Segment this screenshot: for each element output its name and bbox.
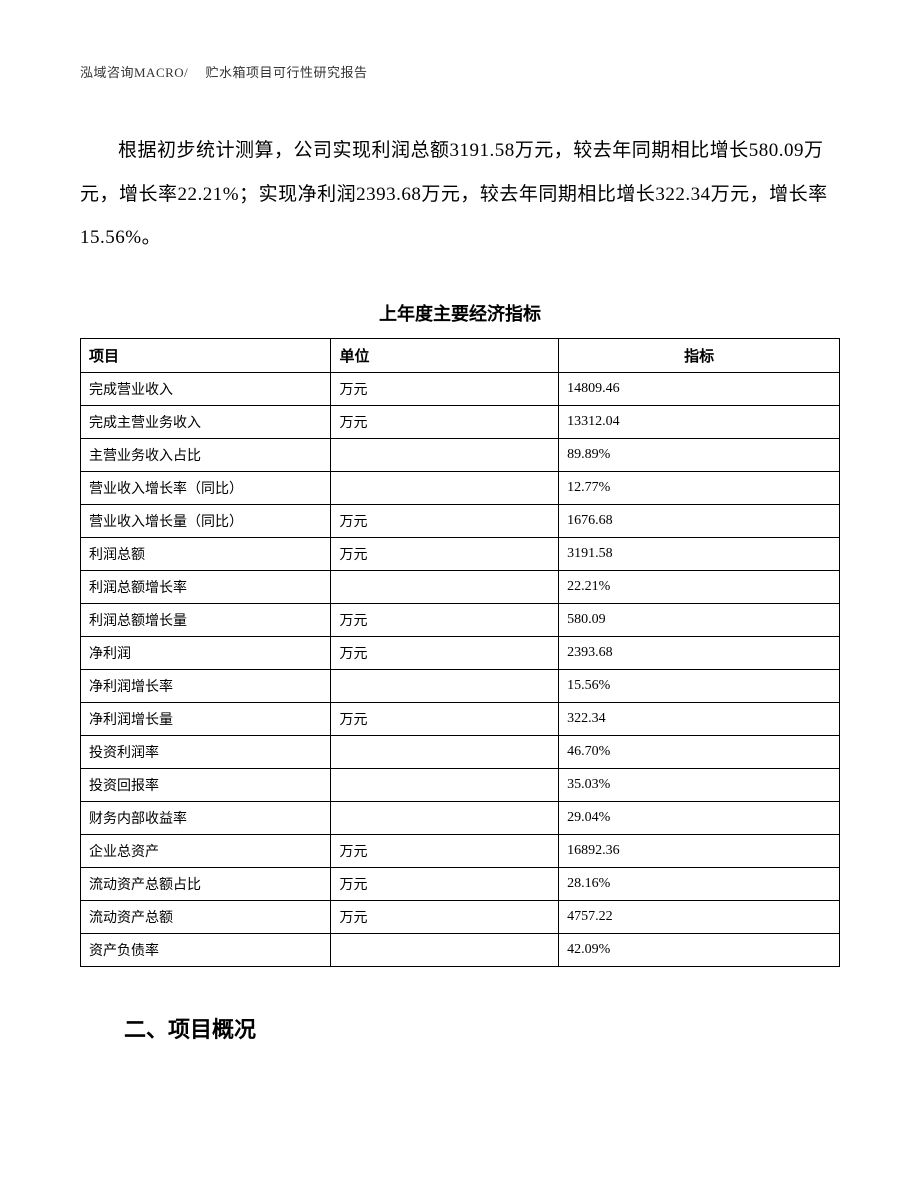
table-body: 完成营业收入 万元 14809.46 完成主营业务收入 万元 13312.04 … [81,373,840,967]
cell-value: 4757.22 [559,901,840,934]
cell-unit [331,472,559,505]
cell-unit: 万元 [331,703,559,736]
cell-unit [331,670,559,703]
cell-value: 15.56% [559,670,840,703]
cell-value: 46.70% [559,736,840,769]
column-header-indicator: 指标 [559,339,840,373]
cell-value: 28.16% [559,868,840,901]
table-row: 净利润增长率 15.56% [81,670,840,703]
cell-value: 89.89% [559,439,840,472]
cell-item: 利润总额 [81,538,331,571]
cell-value: 35.03% [559,769,840,802]
cell-unit: 万元 [331,406,559,439]
cell-unit: 万元 [331,505,559,538]
table-row: 资产负债率 42.09% [81,934,840,967]
table-row: 投资利润率 46.70% [81,736,840,769]
table-row: 主营业务收入占比 89.89% [81,439,840,472]
table-row: 完成主营业务收入 万元 13312.04 [81,406,840,439]
cell-item: 流动资产总额占比 [81,868,331,901]
cell-value: 13312.04 [559,406,840,439]
economic-indicators-table: 项目 单位 指标 完成营业收入 万元 14809.46 完成主营业务收入 万元 … [80,338,840,967]
cell-value: 29.04% [559,802,840,835]
table-row: 利润总额 万元 3191.58 [81,538,840,571]
cell-item: 完成营业收入 [81,373,331,406]
cell-unit: 万元 [331,604,559,637]
cell-item: 完成主营业务收入 [81,406,331,439]
cell-item: 投资回报率 [81,769,331,802]
cell-value: 22.21% [559,571,840,604]
table-row: 利润总额增长率 22.21% [81,571,840,604]
table-row: 净利润增长量 万元 322.34 [81,703,840,736]
cell-item: 利润总额增长量 [81,604,331,637]
table-row: 投资回报率 35.03% [81,769,840,802]
cell-unit [331,802,559,835]
cell-item: 营业收入增长量（同比） [81,505,331,538]
table-header-row: 项目 单位 指标 [81,339,840,373]
column-header-unit: 单位 [331,339,559,373]
cell-unit: 万元 [331,637,559,670]
table-row: 完成营业收入 万元 14809.46 [81,373,840,406]
cell-value: 42.09% [559,934,840,967]
table-row: 财务内部收益率 29.04% [81,802,840,835]
cell-value: 3191.58 [559,538,840,571]
table-title: 上年度主要经济指标 [80,300,840,326]
table-row: 流动资产总额占比 万元 28.16% [81,868,840,901]
summary-paragraph: 根据初步统计测算，公司实现利润总额3191.58万元，较去年同期相比增长580.… [80,129,840,260]
cell-unit [331,736,559,769]
cell-unit: 万元 [331,373,559,406]
cell-value: 580.09 [559,604,840,637]
cell-item: 流动资产总额 [81,901,331,934]
table-row: 流动资产总额 万元 4757.22 [81,901,840,934]
cell-unit [331,439,559,472]
cell-item: 财务内部收益率 [81,802,331,835]
cell-item: 企业总资产 [81,835,331,868]
column-header-item: 项目 [81,339,331,373]
cell-item: 营业收入增长率（同比） [81,472,331,505]
cell-unit: 万元 [331,868,559,901]
cell-item: 净利润增长率 [81,670,331,703]
cell-unit: 万元 [331,538,559,571]
cell-unit: 万元 [331,901,559,934]
section-heading: 二、项目概况 [80,1012,840,1044]
cell-item: 主营业务收入占比 [81,439,331,472]
table-row: 企业总资产 万元 16892.36 [81,835,840,868]
cell-unit [331,934,559,967]
cell-value: 322.34 [559,703,840,736]
cell-item: 利润总额增长率 [81,571,331,604]
cell-value: 2393.68 [559,637,840,670]
cell-value: 12.77% [559,472,840,505]
table-row: 营业收入增长量（同比） 万元 1676.68 [81,505,840,538]
table-row: 净利润 万元 2393.68 [81,637,840,670]
cell-unit [331,571,559,604]
page-container: 泓域咨询MACRO/ 贮水箱项目可行性研究报告 根据初步统计测算，公司实现利润总… [0,0,920,1094]
cell-unit: 万元 [331,835,559,868]
cell-item: 净利润增长量 [81,703,331,736]
cell-value: 16892.36 [559,835,840,868]
cell-item: 净利润 [81,637,331,670]
document-header: 泓域咨询MACRO/ 贮水箱项目可行性研究报告 [80,62,840,81]
cell-unit [331,769,559,802]
cell-value: 14809.46 [559,373,840,406]
cell-item: 资产负债率 [81,934,331,967]
cell-item: 投资利润率 [81,736,331,769]
table-row: 利润总额增长量 万元 580.09 [81,604,840,637]
table-row: 营业收入增长率（同比） 12.77% [81,472,840,505]
cell-value: 1676.68 [559,505,840,538]
